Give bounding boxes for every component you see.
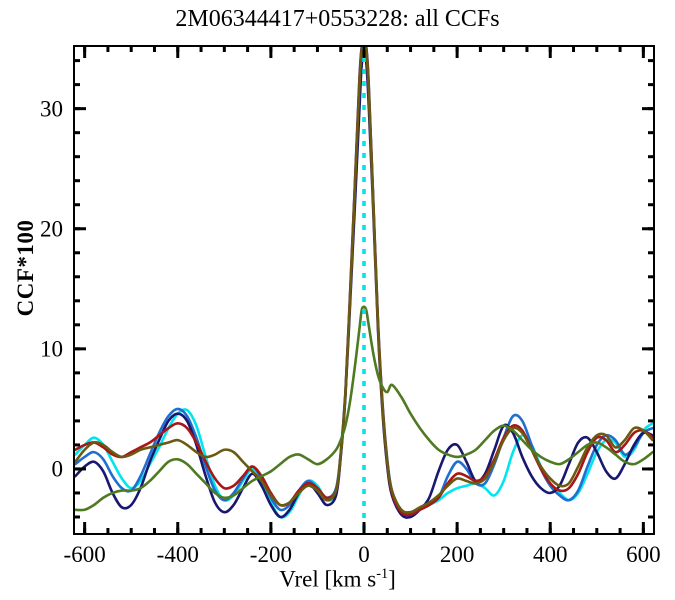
x-tick-label: -400 bbox=[156, 542, 199, 567]
y-tick-label: 0 bbox=[51, 456, 64, 482]
x-tick-label: 200 bbox=[439, 542, 475, 567]
x-tick-label: 0 bbox=[358, 542, 370, 567]
page-title: 2M06344417+0553228: all CCFs bbox=[175, 6, 500, 32]
x-axis-label: Vrel [km s-1] bbox=[0, 566, 675, 593]
x-tick-label: -200 bbox=[249, 542, 292, 567]
x-tick-label: 600 bbox=[626, 542, 661, 567]
y-axis-label: CCF*100 bbox=[13, 219, 38, 317]
x-axis-label-exponent: -1 bbox=[376, 566, 389, 582]
x-axis-label-text: Vrel [km s bbox=[279, 566, 377, 592]
x-tick-label: 400 bbox=[532, 542, 568, 567]
y-tick-label: 20 bbox=[40, 216, 63, 242]
x-axis-label-bracket: ] bbox=[388, 566, 396, 592]
ccf-series-line bbox=[74, 45, 654, 519]
y-tick-label: 30 bbox=[40, 96, 63, 122]
ccf-curves bbox=[74, 45, 654, 535]
y-tick-label: 10 bbox=[40, 336, 63, 362]
x-tick-label: -600 bbox=[63, 542, 106, 567]
plot-area: -600 -400 -200 0 200 400 600 0 10 20 30 bbox=[40, 45, 661, 566]
